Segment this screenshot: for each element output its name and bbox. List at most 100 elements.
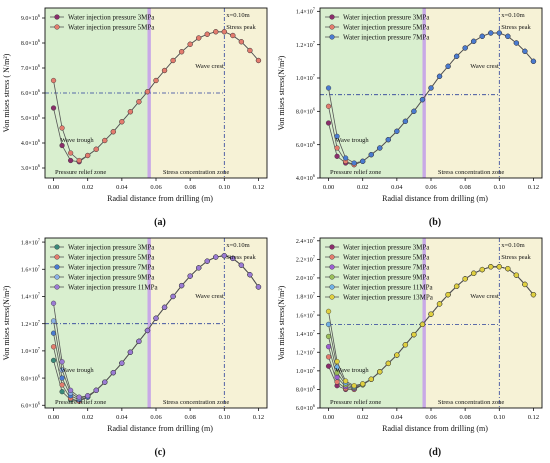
y-tick-label: 8.0×106 — [296, 385, 316, 394]
x-tick-label: 0.08 — [184, 414, 195, 421]
annotation-stress-concentration-zone: Stress concentration zone — [438, 399, 505, 406]
legend-marker — [329, 284, 335, 290]
x-tick-label: 0.00 — [48, 184, 59, 191]
annotation-stress-peak: Stress peak — [226, 254, 256, 261]
data-point — [255, 284, 262, 290]
y-tick-label: 1.4×107 — [21, 292, 41, 301]
legend-label: Water injection pressure 5MPa — [68, 24, 155, 32]
y-tick-label: 3.0×106 — [21, 163, 41, 172]
data-point — [68, 150, 74, 156]
data-point — [368, 152, 374, 158]
x-tick-label: 0.04 — [116, 414, 128, 421]
data-point — [50, 357, 57, 364]
y-tick-label: 5.0×106 — [21, 113, 41, 122]
data-point — [213, 29, 219, 35]
data-point — [360, 381, 366, 387]
legend-marker — [329, 24, 335, 30]
x-tick-label: 0.00 — [48, 414, 59, 421]
data-point — [153, 315, 159, 321]
legend-label: Water injection pressure 9MPa — [68, 274, 155, 282]
y-tick-label: 2.4×107 — [296, 236, 316, 245]
legend-label: Water injection pressure 5MPa — [343, 24, 430, 32]
x-tick-label: 0.12 — [253, 414, 264, 421]
data-point — [385, 137, 391, 143]
data-point — [59, 375, 65, 381]
panel-label: (d) — [429, 447, 441, 458]
annotation-stress-concentration-zone: Stress concentration zone — [438, 169, 505, 176]
legend-label: Water injection pressure 11MPa — [343, 284, 433, 292]
data-point — [411, 108, 417, 114]
data-point — [85, 152, 91, 159]
panel-label: (a) — [154, 217, 166, 228]
data-point — [334, 145, 340, 151]
x-tick-label: 0.12 — [528, 414, 539, 421]
annotation-stress-concentration-zone: Stress concentration zone — [163, 169, 230, 176]
data-point — [127, 349, 133, 355]
x-axis-label: Radial distance from drilling (m) — [382, 424, 488, 433]
legend-marker — [54, 24, 60, 30]
y-tick-label: 2.2×107 — [296, 255, 316, 264]
legend-marker — [54, 254, 60, 260]
x-tick-label: 0.06 — [425, 184, 437, 191]
stress-concentration-zone-bg — [422, 8, 542, 178]
data-point — [196, 35, 202, 41]
x-tick-label: 0.02 — [82, 414, 93, 421]
data-point — [496, 30, 502, 36]
annotation-stress-concentration-zone: Stress concentration zone — [163, 399, 230, 406]
data-point — [471, 38, 477, 44]
legend-label: Water injection pressure 11MPa — [68, 284, 158, 292]
annotation-pressure-relief-zone: Pressure relief zone — [55, 169, 106, 176]
legend-marker — [329, 244, 335, 250]
x-tick-label: 0.08 — [459, 184, 470, 191]
y-tick-label: 1.2×107 — [296, 40, 316, 49]
data-point — [402, 118, 408, 124]
y-tick-label: 1.2×107 — [21, 319, 41, 328]
annotation-wave-trough: Wave trough — [60, 367, 94, 374]
data-point — [445, 292, 451, 298]
data-point — [221, 29, 227, 35]
legend-marker — [54, 284, 60, 290]
annotation-pressure-relief-zone: Pressure relief zone — [330, 169, 381, 176]
y-tick-label: 1.8×107 — [296, 292, 316, 301]
legend-marker — [329, 294, 335, 300]
x-tick-label: 0.12 — [528, 184, 539, 191]
data-point — [50, 318, 57, 324]
data-point — [522, 48, 528, 54]
data-point — [325, 363, 332, 369]
data-point — [343, 155, 349, 161]
data-point — [213, 254, 219, 260]
annotation-wave-trough: Wave trough — [335, 137, 369, 144]
data-point — [204, 31, 210, 37]
data-point — [479, 33, 485, 39]
data-point — [479, 266, 485, 273]
y-tick-label: 6.0×106 — [296, 140, 316, 149]
legend-marker — [329, 274, 335, 280]
legend-label: Water injection pressure 3MPa — [68, 14, 155, 22]
legend-label: Water injection pressure 13MPa — [343, 294, 434, 302]
data-point — [419, 321, 426, 327]
legend-label: Water injection pressure 5MPa — [68, 254, 155, 262]
data-point — [325, 354, 332, 360]
data-point — [161, 67, 168, 74]
y-tick-label: 8.0×106 — [21, 38, 41, 47]
data-point — [247, 272, 253, 278]
data-point — [59, 389, 65, 395]
y-tick-label: 2.0×107 — [296, 273, 316, 282]
data-point — [50, 105, 57, 111]
legend-label: Water injection pressure 7MPa — [343, 34, 430, 42]
data-point — [462, 276, 468, 282]
data-point — [127, 109, 133, 115]
x-axis-label: Radial distance from drilling (m) — [107, 424, 213, 433]
data-point — [76, 157, 82, 164]
y-tick-label: 1.0×107 — [21, 346, 41, 355]
x-tick-label: 0.04 — [391, 184, 403, 191]
y-tick-label: 4.0×106 — [21, 138, 41, 147]
y-tick-label: 6.0×106 — [296, 403, 316, 412]
y-tick-label: 1.4×107 — [296, 329, 316, 338]
data-point — [204, 258, 210, 264]
data-point — [428, 311, 434, 317]
annotation-pressure-relief-zone: Pressure relief zone — [55, 399, 106, 406]
data-point — [436, 73, 443, 79]
y-tick-label: 8.0×106 — [21, 373, 41, 382]
chart-panel-3: 0.00 0.02 0.04 0.06 0.08 0.10 0.12 6.0×106 8.0×1… — [2, 237, 268, 458]
